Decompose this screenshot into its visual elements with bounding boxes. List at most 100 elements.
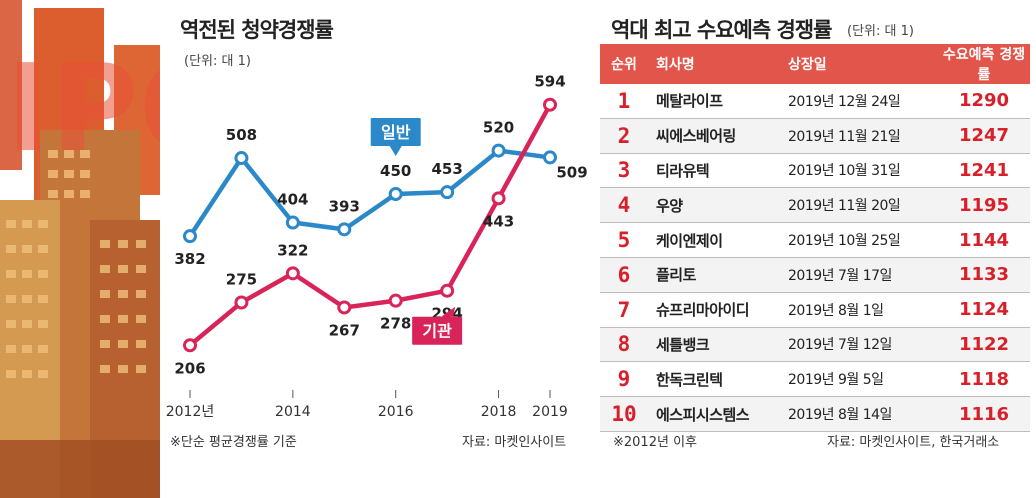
line-chart: 382 508 404 393 450 453 520 509 206 275 322 267 278 2…	[166, 73, 588, 420]
data-label: 404	[277, 191, 308, 209]
data-label: 393	[329, 197, 360, 215]
row-date: 2019년 12월 24일	[784, 84, 938, 119]
row-date: 2019년 11월 20일	[784, 187, 938, 224]
table-header-row: 순위 회사명 상장일 수요예측 경쟁률	[600, 44, 1030, 84]
row-date: 2019년 10월 31일	[784, 153, 938, 189]
table-title: 역대 최고 수요예측 경쟁률	[611, 18, 832, 42]
table-row: 1 메탈라이프 2019년 12월 24일 1290	[600, 84, 1030, 119]
row-company: 슈프리마아이디	[648, 292, 784, 328]
row-rank: 1	[600, 84, 648, 119]
header-ratio: 수요예측 경쟁률	[938, 44, 1030, 84]
series-line-institution	[188, 103, 552, 348]
table-row: 5 케이엔제이 2019년 10월 25일 1144	[600, 222, 1030, 258]
row-ratio: 1118	[938, 361, 1030, 398]
data-label: 508	[226, 126, 257, 144]
x-tick-label: 2014	[275, 404, 311, 420]
data-point	[183, 338, 197, 353]
data-label: 206	[174, 359, 205, 377]
x-tick-label: 2019	[532, 404, 568, 420]
row-rank: 8	[600, 327, 648, 363]
row-company: 케이엔제이	[648, 222, 784, 258]
data-label: 278	[380, 315, 411, 333]
data-point	[183, 229, 197, 244]
row-company: 우양	[648, 187, 784, 224]
legend-label: 일반	[381, 123, 411, 142]
row-rank: 10	[600, 396, 648, 432]
data-label: 322	[277, 241, 308, 259]
series-line-general	[188, 148, 551, 238]
row-company: 티라유텍	[648, 153, 784, 189]
data-point	[440, 283, 455, 298]
data-label: 382	[174, 250, 205, 268]
row-date: 2019년 11월 21일	[784, 118, 938, 154]
legend-label: 기관	[422, 322, 452, 341]
table-row: 9 한독크린텍 2019년 9월 5일 1118	[600, 361, 1030, 398]
legend-callout-institution: 기관	[412, 306, 463, 345]
data-point	[491, 191, 506, 206]
table-row: 8 세틀뱅크 2019년 7월 12일 1122	[600, 327, 1030, 363]
row-date: 2019년 7월 12일	[784, 327, 938, 363]
data-point	[491, 143, 506, 158]
data-point	[234, 151, 249, 166]
data-label: 520	[483, 119, 514, 137]
data-point	[440, 185, 455, 200]
row-rank: 2	[600, 118, 648, 154]
data-label: 267	[329, 321, 360, 339]
header-date: 상장일	[784, 44, 938, 84]
table-row: 7 슈프리마아이디 2019년 8월 1일 1124	[600, 292, 1030, 328]
data-point	[543, 97, 557, 112]
ipo-illustration: IPO	[0, 0, 160, 498]
x-tick-label: 2016	[378, 404, 414, 420]
data-point	[388, 293, 403, 308]
table-footnote: ※2012년 이후	[613, 435, 697, 450]
table-source: 자료: 마켓인사이트, 한국거래소	[827, 435, 1000, 450]
row-rank: 7	[600, 292, 648, 328]
x-tick-label: 2012년	[166, 404, 215, 420]
row-company: 씨에스베어링	[648, 118, 784, 154]
row-company: 플리토	[648, 257, 784, 293]
row-rank: 4	[600, 187, 648, 224]
data-label: 509	[556, 163, 587, 181]
building-graphic: IPO	[0, 0, 160, 498]
data-point	[234, 295, 249, 310]
row-ratio: 1241	[938, 153, 1030, 189]
table-row: 4 우양 2019년 11월 20일 1195	[600, 187, 1030, 224]
data-point	[337, 300, 352, 315]
row-date: 2019년 8월 14일	[784, 396, 938, 432]
data-point	[388, 187, 403, 201]
row-company: 메탈라이프	[648, 84, 784, 119]
data-point	[543, 150, 557, 165]
row-ratio: 1133	[938, 257, 1030, 293]
data-label: 450	[380, 162, 411, 180]
row-rank: 6	[600, 257, 648, 293]
data-label: 594	[534, 73, 565, 91]
data-label: 275	[226, 271, 257, 289]
data-label: 443	[483, 212, 514, 230]
row-date: 2019년 9월 5일	[784, 361, 938, 398]
legend-callout-general: 일반	[370, 118, 421, 156]
table-unit: (단위: 대 1)	[847, 24, 914, 39]
chart-unit: (단위: 대 1)	[184, 54, 251, 69]
competition-ratio-chart-panel: 역전된 청약경쟁률 (단위: 대 1) 382 508 404 393 450 453 52…	[160, 0, 600, 498]
row-ratio: 1124	[938, 292, 1030, 328]
table-row: 10 에스피시스템스 2019년 8월 14일 1116	[600, 396, 1030, 432]
row-date: 2019년 7월 17일	[784, 257, 938, 293]
row-ratio: 1290	[938, 84, 1030, 119]
row-ratio: 1122	[938, 327, 1030, 363]
row-ratio: 1247	[938, 118, 1030, 154]
chart-title: 역전된 청약경쟁률	[180, 18, 334, 42]
row-company: 에스피시스템스	[648, 396, 784, 432]
header-rank: 순위	[600, 44, 648, 84]
row-ratio: 1144	[938, 222, 1030, 258]
row-rank: 3	[600, 153, 648, 189]
data-point	[285, 266, 300, 281]
x-tick-label: 2018	[481, 404, 517, 420]
row-company: 한독크린텍	[648, 361, 784, 398]
row-rank: 9	[600, 361, 648, 398]
row-rank: 5	[600, 222, 648, 258]
row-date: 2019년 10월 25일	[784, 222, 938, 258]
chart-footnote: ※단순 평균경쟁률 기준	[170, 435, 297, 450]
data-point	[285, 215, 300, 230]
row-ratio: 1195	[938, 187, 1030, 224]
table-row: 6 플리토 2019년 7월 17일 1133	[600, 257, 1030, 293]
